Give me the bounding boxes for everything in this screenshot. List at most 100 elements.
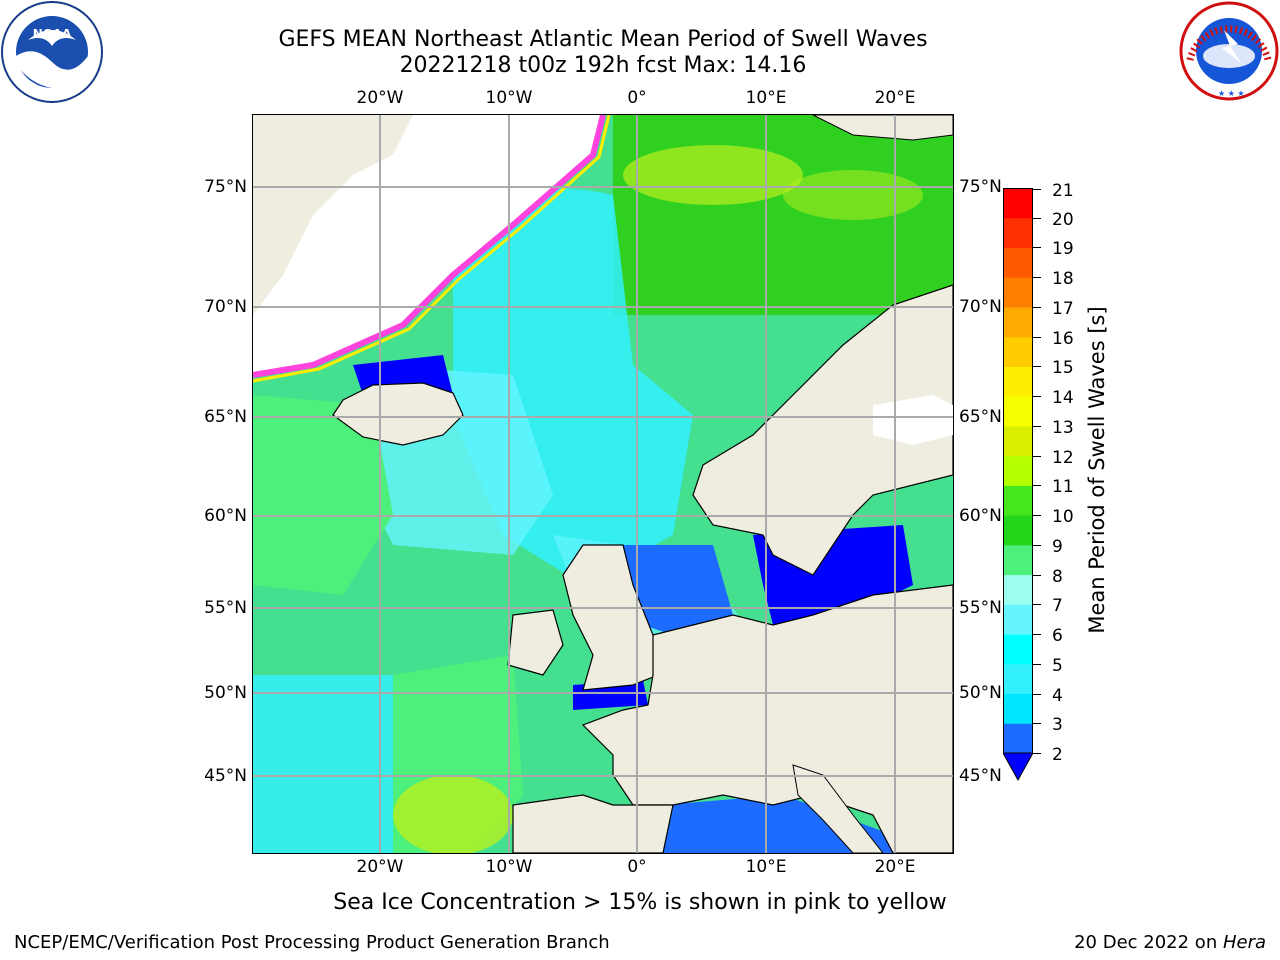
colorbar-tick-mark xyxy=(1033,455,1041,457)
colorbar-tick-mark xyxy=(1033,515,1041,517)
colorbar-tick-label: 9 xyxy=(1052,536,1063,557)
colorbar-tick-label: 2 xyxy=(1052,745,1063,765)
nws-logo: ★ ★ ★ xyxy=(1179,1,1279,101)
colorbar-tick-mark xyxy=(1033,217,1041,219)
colorbar-segment xyxy=(1003,306,1033,338)
footer-date: 20 Dec 2022 on Hera xyxy=(1074,932,1266,953)
colorbar-tick-label: 7 xyxy=(1052,596,1063,617)
colorbar-segment xyxy=(1003,277,1033,308)
colorbar-segment xyxy=(1003,247,1033,278)
lat-label-right: 45°N xyxy=(959,766,1002,786)
colorbar-tick-mark xyxy=(1033,753,1041,754)
colorbar-segment xyxy=(1003,188,1033,219)
chart-title: GEFS MEAN Northeast Atlantic Mean Period… xyxy=(278,27,928,52)
colorbar-tick-mark xyxy=(1033,485,1041,487)
footer-credit: NCEP/EMC/Verification Post Processing Pr… xyxy=(14,932,610,953)
colorbar-tick-mark xyxy=(1033,189,1041,190)
lon-label-bottom: 10°W xyxy=(485,857,533,877)
lon-label-bottom: 0° xyxy=(627,857,647,877)
colorbar-segment xyxy=(1003,574,1033,605)
svg-text:★ ★ ★: ★ ★ ★ xyxy=(1218,89,1245,98)
colorbar-tick-label: 21 xyxy=(1052,181,1074,201)
colorbar-tick-label: 11 xyxy=(1052,477,1074,498)
colorbar-segment xyxy=(1003,366,1033,397)
colorbar-tick-label: 18 xyxy=(1052,269,1074,290)
colorbar-segment xyxy=(1003,693,1033,724)
lat-label-left: 70°N xyxy=(204,297,247,317)
swell-period-map xyxy=(253,115,953,853)
colorbar-segment xyxy=(1003,455,1033,486)
colorbar-tick-mark xyxy=(1033,306,1041,308)
colorbar-outline xyxy=(1003,188,1033,754)
colorbar-segment xyxy=(1003,336,1033,367)
colorbar-tick-mark xyxy=(1033,574,1041,576)
colorbar-tick-mark xyxy=(1033,663,1041,665)
lat-label-left: 45°N xyxy=(204,766,247,786)
colorbar-tick-label: 5 xyxy=(1052,655,1063,676)
lat-label-right: 60°N xyxy=(959,506,1002,526)
colorbar-segment xyxy=(1003,217,1033,248)
colorbar-segment xyxy=(1003,663,1033,695)
colorbar-label: Mean Period of Swell Waves [s] xyxy=(1085,306,1109,634)
lon-label-top: 0° xyxy=(627,88,647,108)
colorbar-segment xyxy=(1003,604,1033,635)
colorbar-tick-mark xyxy=(1033,544,1041,546)
lat-label-right: 50°N xyxy=(959,683,1002,703)
colorbar-tick-label: 3 xyxy=(1052,715,1063,736)
chart-subtitle: 20221218 t00z 192h fcst Max: 14.16 xyxy=(399,53,807,78)
lat-label-right: 75°N xyxy=(959,177,1002,197)
colorbar-extend-min xyxy=(1003,752,1033,782)
colorbar-tick-label: 8 xyxy=(1052,566,1063,587)
colorbar-segment xyxy=(1003,544,1033,576)
colorbar-tick-mark xyxy=(1033,336,1041,338)
sea-ice-caption: Sea Ice Concentration > 15% is shown in … xyxy=(333,890,947,915)
colorbar-segment xyxy=(1003,723,1033,754)
footer-host: Hera xyxy=(1222,932,1266,953)
colorbar-tick-mark xyxy=(1033,425,1041,427)
colorbar-tick-label: 17 xyxy=(1052,298,1074,319)
colorbar-tick-mark xyxy=(1033,366,1041,368)
colorbar-tick-label: 4 xyxy=(1052,685,1063,706)
colorbar-tick-mark xyxy=(1033,396,1041,398)
colorbar-tick-label: 6 xyxy=(1052,626,1063,647)
colorbar-segment xyxy=(1003,515,1033,546)
lat-label-left: 75°N xyxy=(204,177,247,197)
noaa-logo: NOAA xyxy=(1,1,103,103)
svg-text:NOAA: NOAA xyxy=(33,27,72,41)
lon-label-top: 10°E xyxy=(745,88,787,108)
colorbar-tick-label: 20 xyxy=(1052,209,1074,230)
colorbar-tick-label: 19 xyxy=(1052,239,1074,260)
colorbar-tick-label: 12 xyxy=(1052,447,1074,468)
lon-label-bottom: 20°E xyxy=(874,857,916,877)
colorbar-tick-mark xyxy=(1033,604,1041,606)
colorbar-segment xyxy=(1003,425,1033,457)
lat-label-left: 50°N xyxy=(204,683,247,703)
colorbar-tick-label: 14 xyxy=(1052,388,1074,409)
lat-label-left: 55°N xyxy=(204,598,247,618)
lat-label-right: 70°N xyxy=(959,297,1002,317)
colorbar-segment xyxy=(1003,485,1033,516)
lat-label-left: 65°N xyxy=(204,407,247,427)
colorbar-tick-mark xyxy=(1033,693,1041,695)
lon-label-bottom: 20°W xyxy=(356,857,404,877)
lon-label-top: 20°E xyxy=(874,88,916,108)
colorbar-tick-mark xyxy=(1033,247,1041,249)
colorbar-tick-mark xyxy=(1033,277,1041,279)
footer-date-text: 20 Dec 2022 on xyxy=(1074,932,1223,953)
colorbar xyxy=(1003,188,1033,782)
colorbar-tick-mark xyxy=(1033,723,1041,725)
colorbar-tick-label: 16 xyxy=(1052,328,1074,349)
colorbar-tick-mark xyxy=(1033,634,1041,636)
colorbar-tick-label: 15 xyxy=(1052,358,1074,379)
lat-label-right: 55°N xyxy=(959,598,1002,618)
lat-label-right: 65°N xyxy=(959,407,1002,427)
colorbar-tick-label: 13 xyxy=(1052,417,1074,438)
colorbar-segment xyxy=(1003,396,1033,427)
colorbar-segment xyxy=(1003,634,1033,665)
lon-label-bottom: 10°E xyxy=(745,857,787,877)
lon-label-top: 20°W xyxy=(356,88,404,108)
lon-label-top: 10°W xyxy=(485,88,533,108)
colorbar-tick-label: 10 xyxy=(1052,507,1074,528)
map-canvas xyxy=(253,115,953,853)
lat-label-left: 60°N xyxy=(204,506,247,526)
